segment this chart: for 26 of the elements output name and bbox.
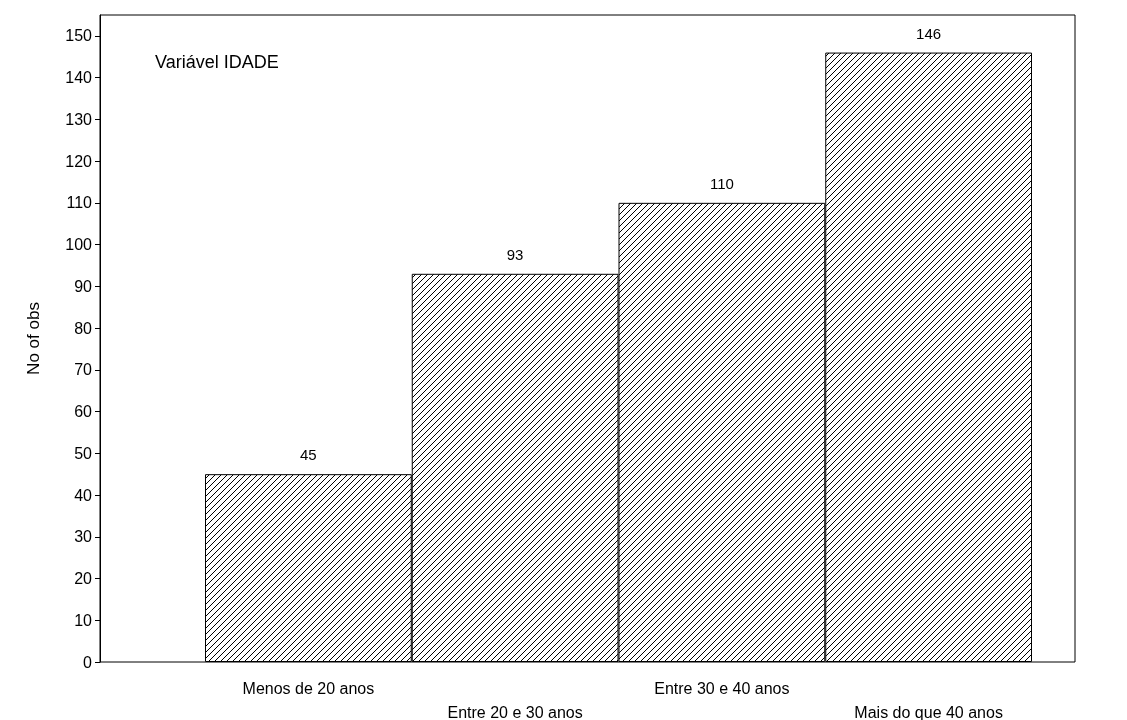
data-label: 110 <box>709 174 734 192</box>
y-tick-label: 10 <box>74 611 93 629</box>
x-tick-label: Menos de 20 anos <box>242 679 375 697</box>
y-tick-label: 40 <box>74 486 93 504</box>
y-tick-label: 110 <box>66 194 93 212</box>
x-tick-label: Mais do que 40 anos <box>854 703 1003 720</box>
y-tick-label: 130 <box>65 110 93 128</box>
y-tick-label: 100 <box>65 236 93 254</box>
y-tick-label: 50 <box>74 444 93 462</box>
data-label: 45 <box>300 446 317 464</box>
y-tick-label: 150 <box>65 27 93 45</box>
x-tick-label: Entre 20 e 30 anos <box>447 703 583 720</box>
data-label: 146 <box>916 24 942 42</box>
y-tick-label: 80 <box>74 319 93 337</box>
y-tick-label: 70 <box>74 361 93 379</box>
text: Variável IDADE <box>155 52 279 72</box>
y-tick-label: 60 <box>74 403 93 421</box>
y-tick-label: 90 <box>74 277 93 295</box>
y-axis-title: No of obs <box>24 302 43 375</box>
y-tick-label: 140 <box>65 69 93 87</box>
y-tick-label: 0 <box>83 653 93 671</box>
x-tick-label: Entre 30 e 40 anos <box>654 679 790 697</box>
y-tick-label: 30 <box>74 528 93 546</box>
y-tick-label: 120 <box>65 152 93 170</box>
data-label: 93 <box>506 245 524 263</box>
y-tick-label: 20 <box>74 570 93 588</box>
